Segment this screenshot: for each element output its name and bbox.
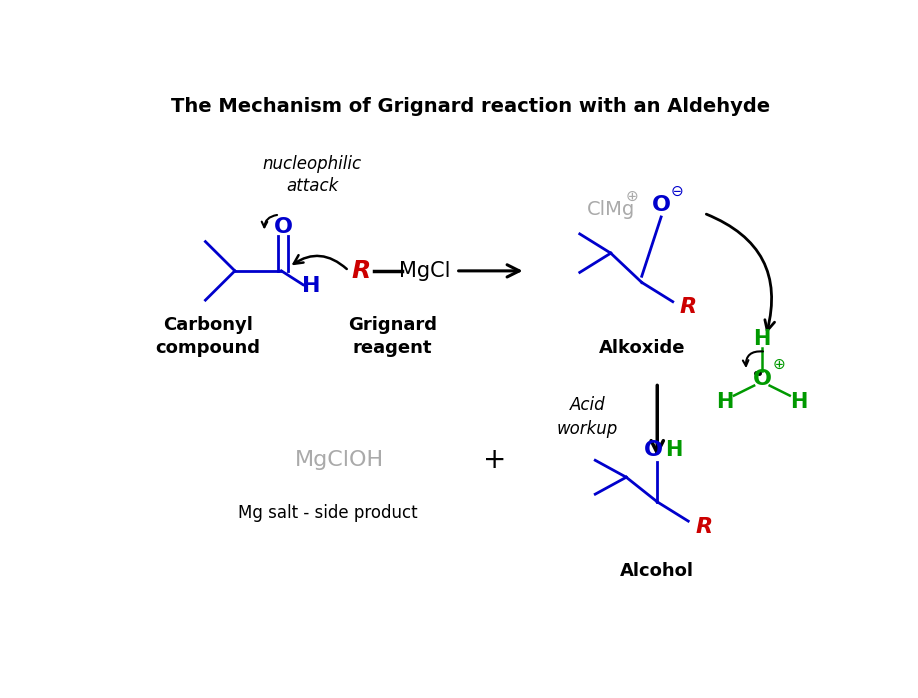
- Text: nucleophilic
attack: nucleophilic attack: [263, 154, 362, 195]
- Text: R: R: [352, 259, 371, 283]
- Text: H: H: [302, 276, 320, 296]
- Text: O: O: [644, 440, 663, 459]
- Text: ⊖: ⊖: [670, 184, 683, 199]
- Text: Acid
workup: Acid workup: [557, 396, 618, 438]
- Text: MgClOH: MgClOH: [295, 450, 384, 470]
- Text: Alcohol: Alcohol: [621, 562, 694, 580]
- Text: ⊕: ⊕: [626, 188, 639, 204]
- Text: Alkoxide: Alkoxide: [599, 339, 685, 357]
- Text: R: R: [679, 297, 697, 317]
- Text: The Mechanism of Grignard reaction with an Aldehyde: The Mechanism of Grignard reaction with …: [171, 97, 770, 117]
- Text: O: O: [652, 195, 671, 216]
- Text: ⊕: ⊕: [773, 357, 785, 372]
- Text: H: H: [716, 392, 733, 412]
- Text: +: +: [483, 445, 506, 473]
- Text: O: O: [274, 217, 293, 237]
- Text: H: H: [790, 392, 808, 412]
- Text: Grignard
reagent: Grignard reagent: [348, 315, 437, 357]
- Text: H: H: [753, 329, 770, 348]
- Text: Mg salt - side product: Mg salt - side product: [238, 505, 418, 522]
- Text: MgCl: MgCl: [399, 261, 451, 281]
- Text: Carbonyl
compound: Carbonyl compound: [155, 315, 260, 357]
- Text: ClMg: ClMg: [587, 200, 635, 218]
- Text: R: R: [695, 517, 712, 537]
- Text: H: H: [666, 440, 683, 459]
- Text: O: O: [753, 369, 771, 389]
